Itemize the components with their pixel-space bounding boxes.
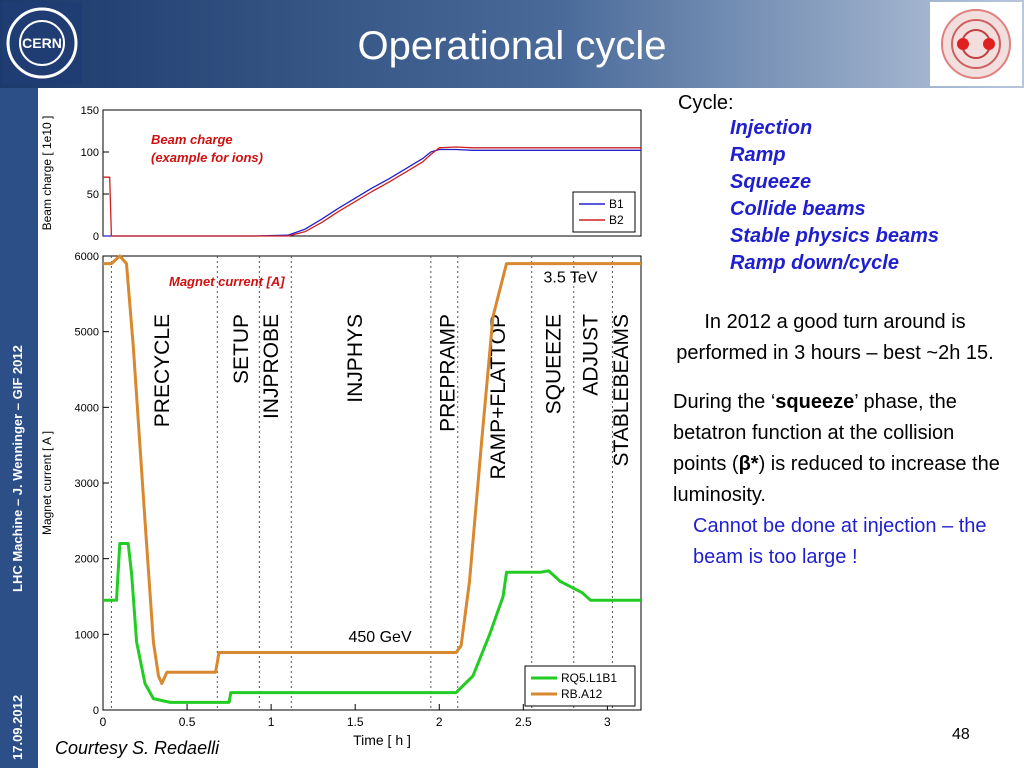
cern-logo: CERN: [2, 2, 82, 84]
right-panel: Cycle: Injection Ramp Squeeze Collide be…: [640, 92, 1020, 573]
cern-logo-text: CERN: [22, 35, 62, 51]
legend-label: RQ5.L1B1: [561, 671, 617, 685]
cycle-list: Injection Ramp Squeeze Collide beams Sta…: [730, 115, 1020, 277]
beam-charge-panel: 0 50 100 150 Beam charge [ 1e10 ] Beam charge…: [40, 105, 642, 243]
injection-note: Cannot be done at injection – the beam i…: [693, 515, 987, 568]
magnet-current-panel: 0 1000 2000 3000 4000 5000 6000 Magnet current …: [40, 251, 642, 748]
y-tick-label: 50: [87, 189, 99, 201]
cycle-item: Ramp down/cycle: [730, 252, 899, 274]
page-number: 48: [952, 726, 970, 743]
series-line: [103, 542, 641, 704]
phase-label: PRECYCLE: [151, 314, 174, 427]
y-tick-label: 0: [93, 231, 99, 243]
y-tick-label: 1000: [75, 629, 99, 641]
phase-label: PREPRAMP: [437, 314, 460, 432]
cycle-item: Squeeze: [730, 171, 812, 193]
cycle-item: Collide beams: [730, 198, 866, 220]
energy-label: 450 GeV: [348, 629, 411, 646]
collision-event-logo: [930, 2, 1022, 86]
cycle-item: Stable physics beams: [730, 225, 939, 247]
legend-label: B1: [609, 197, 624, 211]
x-tick-label: 1.5: [347, 715, 364, 729]
x-tick-label: 2.5: [515, 715, 532, 729]
footer-author: LHC Machine – J. Wenninger – GIF 2012: [10, 345, 25, 592]
legend-box: [572, 191, 636, 233]
squeeze-text-start: During the ‘: [673, 391, 776, 413]
series-line: [103, 146, 641, 237]
y-tick-label: 100: [81, 147, 99, 159]
sidebar: [0, 88, 38, 768]
x-tick-label: 3: [604, 715, 611, 729]
y-axis-label: Magnet current [ A ]: [40, 431, 54, 535]
squeeze-text-end: ) is reduced to increase the luminosity.: [673, 453, 1000, 506]
x-tick-label: 0: [100, 715, 107, 729]
x-tick-label: 1: [268, 715, 275, 729]
y-tick-label: 4000: [75, 402, 99, 414]
squeeze-text-mid: ’ phase, the betatron function at the co…: [673, 391, 957, 475]
x-tick-label: 2: [436, 715, 443, 729]
y-tick-label: 150: [81, 105, 99, 117]
collision-event-icon: [941, 9, 1011, 79]
y-tick-label: 5000: [75, 327, 99, 339]
cycle-item: Ramp: [730, 144, 786, 166]
energy-label: 3.5 TeV: [543, 269, 597, 286]
legend-label: RB.A12: [561, 687, 603, 701]
turnaround-paragraph: In 2012 a good turn around is performed …: [676, 311, 994, 364]
squeeze-paragraph: During the ‘squeeze’ phase, the betatron…: [673, 387, 1013, 511]
phase-label: SQUEEZE: [543, 314, 566, 414]
x-tick-label: 0.5: [179, 715, 196, 729]
chart-annotation: (example for ions): [151, 150, 263, 165]
slide-title: Operational cycle: [357, 24, 667, 68]
plot-frame: [102, 255, 642, 711]
cern-logo-icon: CERN: [6, 7, 78, 79]
phase-label: STABLEBEAMS: [610, 314, 633, 467]
phase-label: INJPROBE: [260, 314, 283, 419]
squeeze-keyword: squeeze: [775, 391, 855, 413]
plot-frame: [102, 109, 642, 237]
legend-box: [524, 665, 636, 707]
y-tick-label: 0: [93, 705, 99, 717]
phase-label: ADJUST: [580, 314, 603, 396]
x-axis-label: Time [ h ]: [353, 732, 411, 748]
cycle-item: Injection: [730, 117, 813, 139]
series-line: [103, 254, 641, 685]
courtesy-text: Courtesy S. Redaelli: [55, 738, 220, 758]
title-bar: [0, 0, 1024, 88]
y-tick-label: 3000: [75, 478, 99, 490]
cycle-label: Cycle:: [678, 92, 734, 114]
y-tick-label: 2000: [75, 554, 99, 566]
chart-annotation: Beam charge: [151, 132, 233, 147]
beta-star-symbol: β*: [738, 453, 759, 475]
phase-label: INJPHYS: [344, 314, 367, 403]
y-axis-label: Beam charge [ 1e10 ]: [40, 116, 54, 231]
phase-label: RAMP+FLATTOP: [487, 314, 510, 480]
legend-label: B2: [609, 213, 624, 227]
phase-label: SETUP: [230, 314, 253, 384]
y-tick-label: 6000: [75, 251, 99, 263]
chart-annotation: Magnet current [A]: [169, 274, 285, 289]
footer-date: 17.09.2012: [10, 694, 25, 760]
